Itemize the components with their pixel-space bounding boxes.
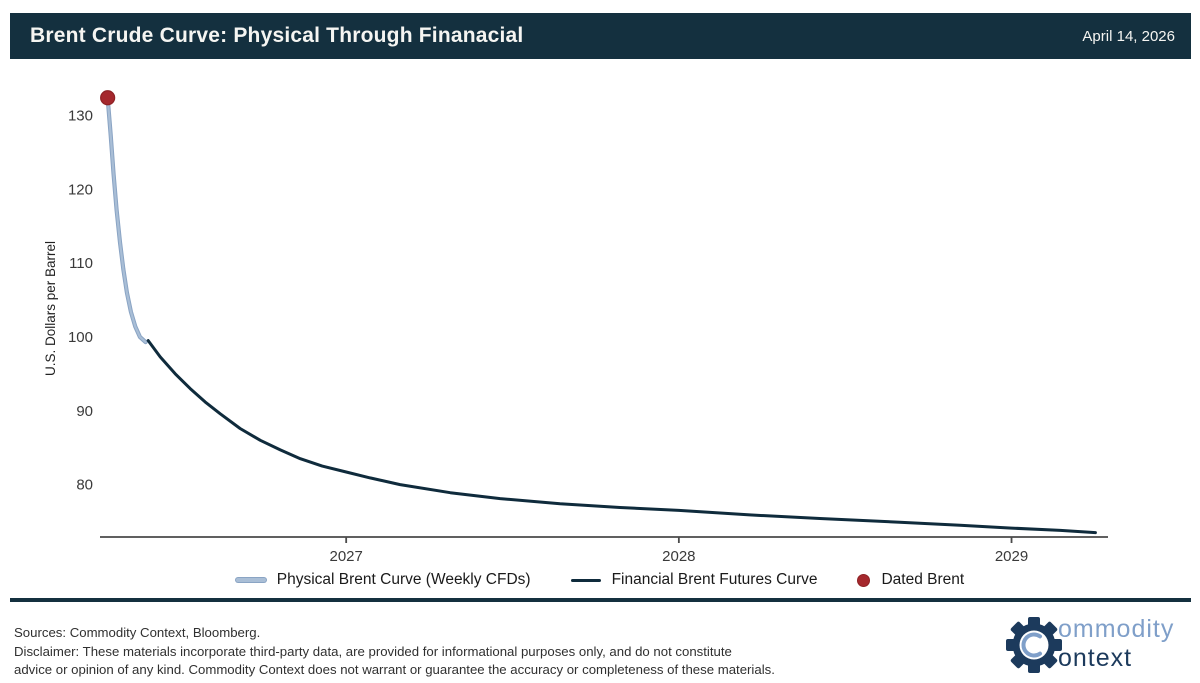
y-tick-label: 90 <box>76 403 93 420</box>
y-tick-label: 110 <box>69 255 93 272</box>
legend-item-dated-brent: Dated Brent <box>857 571 964 589</box>
title-bar: Brent Crude Curve: Physical Through Fina… <box>10 13 1191 59</box>
legend-item-financial: Financial Brent Futures Curve <box>570 571 818 589</box>
commodity-context-logo: ommodity ontext <box>1006 615 1174 673</box>
gear-icon <box>1006 617 1062 673</box>
logo-text-context: ontext <box>1058 644 1132 672</box>
logo-text-commodity: ommodity <box>1058 615 1174 643</box>
financial-curve-swatch-icon <box>570 578 601 582</box>
y-tick-label: 100 <box>68 329 93 346</box>
y-axis-title: U.S. Dollars per Barrel <box>43 241 58 376</box>
y-tick-label: 120 <box>68 181 93 198</box>
footer-separator <box>10 598 1191 602</box>
x-tick-label: 2027 <box>329 548 362 565</box>
x-tick-label: 2029 <box>995 548 1028 565</box>
as-of-date: April 14, 2026 <box>1082 27 1175 45</box>
legend-label-physical: Physical Brent Curve (Weekly CFDs) <box>276 571 531 588</box>
legend-label-dated-brent: Dated Brent <box>881 571 965 588</box>
legend-item-physical: Physical Brent Curve (Weekly CFDs) <box>235 571 531 589</box>
footer-disclaimer: Sources: Commodity Context, Bloomberg. D… <box>14 624 775 680</box>
physical-brent-curve-line-edge <box>105 96 148 345</box>
footer-sources-line: Sources: Commodity Context, Bloomberg. <box>14 625 261 640</box>
financial-brent-futures-curve-line <box>146 339 1097 535</box>
physical-curve-swatch-icon <box>235 578 266 582</box>
footer-disclaimer-line-1: Disclaimer: These materials incorporate … <box>14 643 732 659</box>
dated-brent-point <box>100 90 116 106</box>
page-title: Brent Crude Curve: Physical Through Fina… <box>30 24 524 47</box>
y-tick-label: 80 <box>76 477 93 494</box>
footer-disclaimer-line-2: advice or opinion of any kind. Commodity… <box>14 662 775 678</box>
dated-brent-dot-icon <box>857 573 871 587</box>
y-tick-label: 130 <box>68 107 93 124</box>
legend-label-financial: Financial Brent Futures Curve <box>611 571 818 588</box>
chart-legend: Physical Brent Curve (Weekly CFDs) Finan… <box>0 571 1200 589</box>
x-tick-label: 2028 <box>662 548 695 565</box>
physical-brent-curve-line <box>106 97 147 344</box>
